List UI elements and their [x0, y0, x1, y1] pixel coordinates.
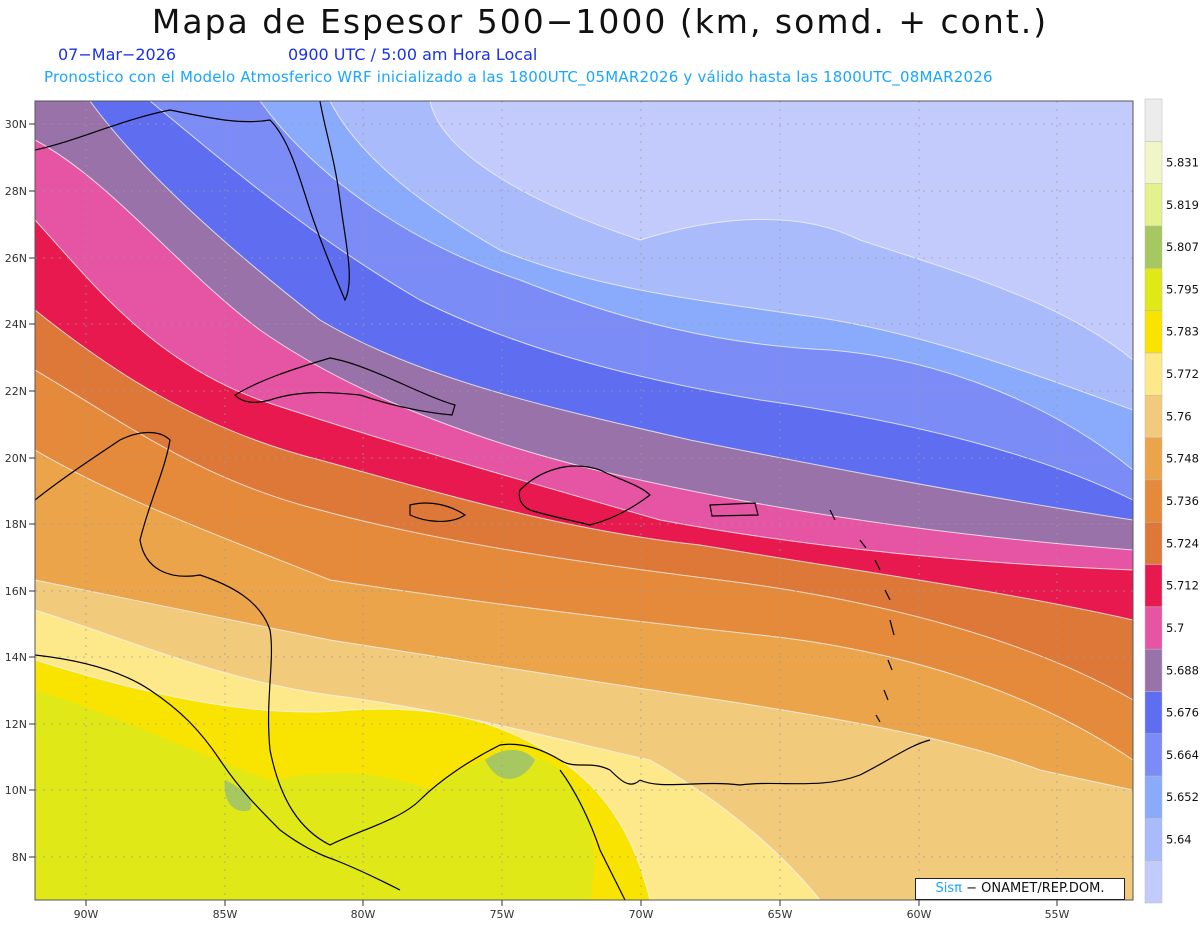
credit-text: − ONAMET/REP.DOM.: [961, 881, 1105, 896]
colorbar-swatch: [1144, 606, 1163, 650]
colorbar-labels: 5.64 5.652 5.664 5.676 5.688 5.7 5.712 5.724 5.7…: [1166, 155, 1199, 846]
lat-label: 18N: [5, 518, 27, 531]
colorbar-swatch: [1144, 479, 1163, 523]
map-title: Mapa de Espesor 500−1000 (km, somd. + co…: [151, 2, 1049, 41]
colorbar-swatch: [1144, 691, 1163, 734]
colorbar-swatch: [1144, 437, 1163, 481]
lon-label: 65W: [768, 908, 793, 921]
colorbar-level-label: 5.724: [1166, 536, 1199, 550]
gulf-coast-florida: [35, 101, 350, 302]
lat-label: 26N: [5, 252, 27, 265]
colorbar-swatch: [1144, 141, 1163, 184]
colorbar-level-label: 5.783: [1166, 325, 1199, 339]
coastlines: [35, 101, 931, 900]
cuba-coastline: [234, 357, 456, 416]
colorbar-swatch: [1144, 394, 1163, 438]
lon-label: 75W: [490, 908, 515, 921]
lon-label: 60W: [907, 908, 932, 921]
colorbar-level-label: 5.664: [1166, 748, 1199, 762]
colorbar-level-label: 5.7: [1166, 621, 1184, 635]
lat-label: 20N: [5, 452, 27, 465]
lat-label: 8N: [12, 851, 27, 864]
lat-label: 12N: [5, 718, 27, 731]
contour-fill-layer: [35, 101, 1133, 900]
contour-lines: [35, 101, 1133, 900]
colorbar-level-label: 5.772: [1166, 367, 1199, 381]
colorbar-level-label: 5.748: [1166, 452, 1199, 466]
colorbar: [1144, 98, 1163, 904]
lesser-antilles: [829, 509, 895, 723]
longitude-labels: 90W 85W 80W 75W 70W 65W 60W 55W: [74, 908, 1070, 921]
colorbar-swatch: [1144, 860, 1163, 904]
lat-label: 10N: [5, 784, 27, 797]
lon-label: 80W: [351, 908, 376, 921]
colorbar-level-label: 5.819: [1166, 198, 1199, 212]
colorbar-swatch: [1144, 818, 1163, 861]
yucatan-central-america-coastline: [35, 431, 641, 846]
colorbar-swatch: [1144, 268, 1163, 311]
lat-label: 24N: [5, 318, 27, 331]
colorbar-swatch: [1144, 733, 1163, 777]
lat-label: 16N: [5, 585, 27, 598]
credit-brand: Sisπ: [935, 881, 962, 896]
colorbar-swatch: [1144, 98, 1163, 142]
colorbar-level-label: 5.807: [1166, 240, 1199, 254]
axis-ticks: [29, 123, 1058, 906]
puerto-rico-coastline: [709, 502, 759, 517]
colorbar-level-label: 5.676: [1166, 706, 1199, 720]
lat-label: 14N: [5, 651, 27, 664]
colorbar-swatch: [1144, 225, 1163, 269]
forecast-description: Pronostico con el Modelo Atmosferico WRF…: [44, 68, 993, 86]
map-frame: [34, 100, 1134, 901]
colorbar-level-label: 5.795: [1166, 282, 1199, 296]
colorbar-swatch: [1144, 521, 1163, 565]
pacific-coast-central-america: [35, 654, 401, 891]
hispaniola-coastline: [518, 465, 651, 526]
lat-label: 30N: [5, 118, 27, 131]
colorbar-level-label: 5.652: [1166, 790, 1199, 804]
colorbar-swatch: [1144, 648, 1163, 692]
forecast-time: 0900 UTC / 5:00 am Hora Local: [288, 45, 538, 64]
colorbar-level-label: 5.831: [1166, 155, 1199, 169]
colorbar-swatch: [1144, 564, 1163, 608]
credit-box: Sisπ − ONAMET/REP.DOM.: [915, 878, 1125, 900]
lon-label: 90W: [74, 908, 99, 921]
colorbar-swatch: [1144, 775, 1163, 819]
colorbar-swatch: [1144, 310, 1163, 354]
colorbar-level-label: 5.76: [1166, 409, 1192, 423]
colorbar-level-label: 5.688: [1166, 663, 1199, 677]
lon-label: 85W: [213, 908, 238, 921]
colorbar-level-label: 5.712: [1166, 579, 1199, 593]
colorbar-swatch: [1144, 183, 1163, 227]
colorbar-level-label: 5.736: [1166, 494, 1199, 508]
colorbar-swatch: [1144, 352, 1163, 396]
colorbar-level-label: 5.64: [1166, 833, 1192, 847]
lat-label: 28N: [5, 185, 27, 198]
lon-label: 70W: [629, 908, 654, 921]
jamaica-coastline: [409, 502, 467, 522]
latitude-labels: 30N 28N 26N 24N 22N 20N 18N 16N 14N 12N …: [5, 118, 27, 864]
lat-label: 22N: [5, 385, 27, 398]
lon-label: 55W: [1045, 908, 1070, 921]
forecast-date: 07−Mar−2026: [58, 45, 177, 64]
south-america-coast: [559, 739, 931, 900]
